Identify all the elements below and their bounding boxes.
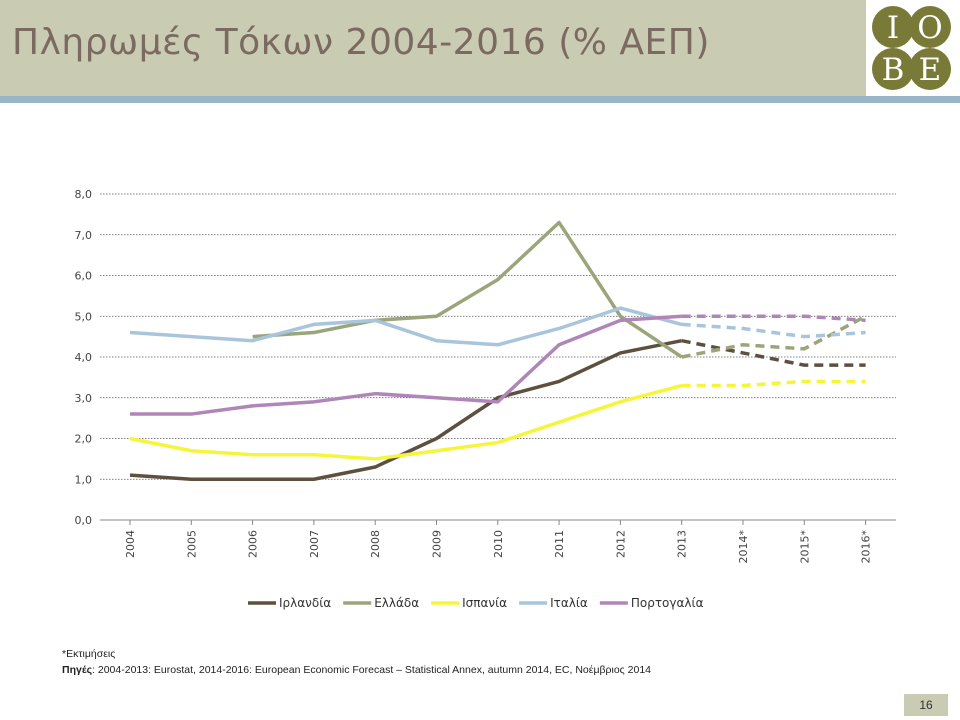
y-tick-label: 5,0 — [75, 310, 93, 323]
y-tick-label: 2,0 — [75, 433, 93, 446]
title-bar: Πληρωμές Τόκων 2004-2016 (% ΑΕΠ) — [0, 0, 866, 96]
x-tick-label: 2009 — [431, 530, 444, 558]
x-tick-label: 2012 — [614, 530, 627, 558]
footnotes: *Εκτιμήσεις Πηγές: 2004-2013: Eurostat, … — [62, 646, 651, 678]
y-tick-label: 3,0 — [75, 392, 93, 405]
x-tick-label: 2015* — [798, 530, 811, 564]
series-line-estimate — [681, 314, 866, 323]
y-tick-label: 1,0 — [75, 473, 93, 486]
chart-series-lines — [129, 220, 867, 481]
series-line-actual — [130, 314, 682, 416]
legend-label: Πορτογαλία — [631, 596, 704, 610]
y-tick-label: 0,0 — [75, 514, 93, 527]
series-line-actual — [129, 306, 683, 347]
series-line-actual — [129, 383, 683, 461]
slide-title: Πληρωμές Τόκων 2004-2016 (% ΑΕΠ) — [12, 22, 710, 63]
x-tick-label: 2006 — [247, 530, 260, 558]
y-tick-label: 4,0 — [75, 351, 93, 364]
series-line-actual — [129, 338, 683, 481]
sources-note: Πηγές: 2004-2013: Eurostat, 2014-2016: E… — [62, 662, 651, 678]
x-tick-label: 2014* — [737, 530, 750, 564]
sources-text: : 2004-2013: Eurostat, 2014-2016: Europe… — [92, 664, 652, 676]
x-tick-label: 2004 — [124, 530, 137, 558]
logo-letter-3: B — [882, 52, 905, 88]
legend-label: Ισπανία — [462, 596, 507, 610]
logo-circle-3 — [872, 48, 914, 90]
logo-icon: I O B E — [872, 6, 951, 90]
series-line-estimate — [681, 322, 866, 339]
logo-circle-1 — [872, 6, 914, 48]
x-tick-label: 2005 — [185, 530, 198, 558]
chart-legend: Ιρλανδία Ελλάδα Ισπανία Ιταλία Πορτογαλία — [248, 596, 704, 610]
logo-letter-1: I — [887, 10, 899, 46]
series-line-estimate — [681, 314, 867, 359]
x-tick-label: 2011 — [553, 530, 566, 558]
y-tick-label: 8,0 — [75, 188, 93, 201]
y-tick-label: 6,0 — [75, 270, 93, 283]
x-tick-label: 2010 — [492, 530, 505, 558]
x-tick-label: 2013 — [676, 530, 689, 558]
legend-label: Ελλάδα — [374, 596, 419, 610]
series-line-estimate — [681, 379, 866, 388]
logo-letter-4: E — [919, 52, 942, 88]
iobe-logo: I O B E — [866, 0, 960, 96]
x-axis-ticks: 2004 2005 2006 2007 2008 2009 2010 2011 2012 2013… — [124, 520, 873, 564]
logo-circle-2 — [909, 6, 951, 48]
page-number: 16 — [904, 694, 948, 716]
x-tick-label: 2007 — [308, 530, 321, 558]
y-tick-label: 7,0 — [75, 229, 93, 242]
chart-gridlines — [100, 193, 896, 521]
series-line-actual — [252, 220, 683, 359]
legend-label: Ιρλανδία — [279, 596, 331, 610]
logo-circle-4 — [909, 48, 951, 90]
x-tick-label: 2016* — [860, 530, 873, 564]
interest-payments-chart: 0,0 1,0 2,0 3,0 4,0 5,0 6,0 7,0 8,0 2004 2005 2006… — [75, 188, 896, 610]
sources-label: Πηγές — [62, 664, 93, 676]
header-divider — [0, 96, 960, 103]
estimates-note: *Εκτιμήσεις — [62, 648, 116, 660]
y-axis-ticks: 0,0 1,0 2,0 3,0 4,0 5,0 6,0 7,0 8,0 — [75, 188, 93, 527]
series-line-estimate — [681, 338, 866, 367]
legend-label: Ιταλία — [550, 596, 588, 610]
x-tick-label: 2008 — [369, 530, 382, 558]
logo-letter-2: O — [917, 10, 942, 46]
